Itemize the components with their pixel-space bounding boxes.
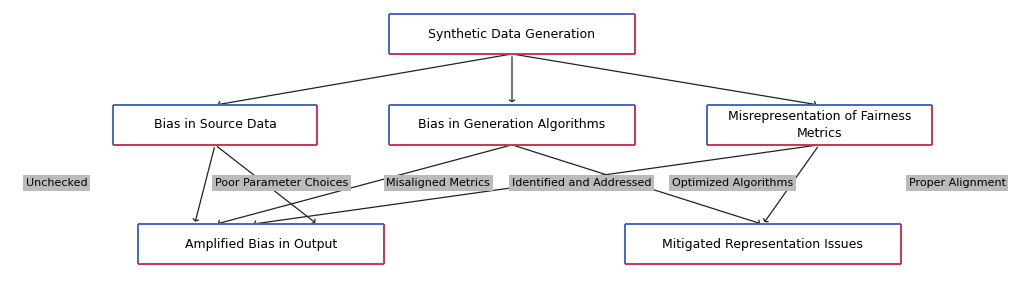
FancyBboxPatch shape	[707, 105, 932, 145]
FancyBboxPatch shape	[625, 224, 901, 264]
FancyBboxPatch shape	[389, 14, 635, 54]
FancyBboxPatch shape	[113, 105, 317, 145]
Text: Bias in Generation Algorithms: Bias in Generation Algorithms	[419, 118, 605, 131]
Text: Mitigated Representation Issues: Mitigated Representation Issues	[663, 238, 863, 251]
Text: Bias in Source Data: Bias in Source Data	[154, 118, 276, 131]
Text: Amplified Bias in Output: Amplified Bias in Output	[185, 238, 337, 251]
Text: Optimized Algorithms: Optimized Algorithms	[672, 178, 793, 188]
Text: Misaligned Metrics: Misaligned Metrics	[386, 178, 490, 188]
Text: Synthetic Data Generation: Synthetic Data Generation	[428, 28, 596, 41]
Text: Identified and Addressed: Identified and Addressed	[512, 178, 651, 188]
FancyBboxPatch shape	[389, 105, 635, 145]
Text: Poor Parameter Choices: Poor Parameter Choices	[215, 178, 348, 188]
Text: Unchecked: Unchecked	[26, 178, 87, 188]
FancyBboxPatch shape	[138, 224, 384, 264]
Text: Misrepresentation of Fairness
Metrics: Misrepresentation of Fairness Metrics	[727, 110, 911, 140]
Text: Proper Alignment: Proper Alignment	[908, 178, 1006, 188]
